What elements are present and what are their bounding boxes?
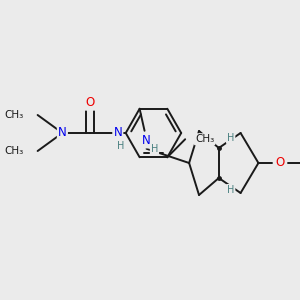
Text: N: N xyxy=(58,127,67,140)
Text: CH₃: CH₃ xyxy=(195,134,214,144)
Text: H: H xyxy=(151,144,158,154)
Text: H: H xyxy=(117,141,124,151)
Text: CH₃: CH₃ xyxy=(4,110,24,120)
Text: N: N xyxy=(142,134,151,147)
Text: N: N xyxy=(113,127,122,140)
Text: H: H xyxy=(227,133,234,143)
Text: O: O xyxy=(276,157,285,169)
Text: CH₃: CH₃ xyxy=(4,146,24,156)
Text: H: H xyxy=(227,185,234,195)
Text: O: O xyxy=(85,97,95,110)
